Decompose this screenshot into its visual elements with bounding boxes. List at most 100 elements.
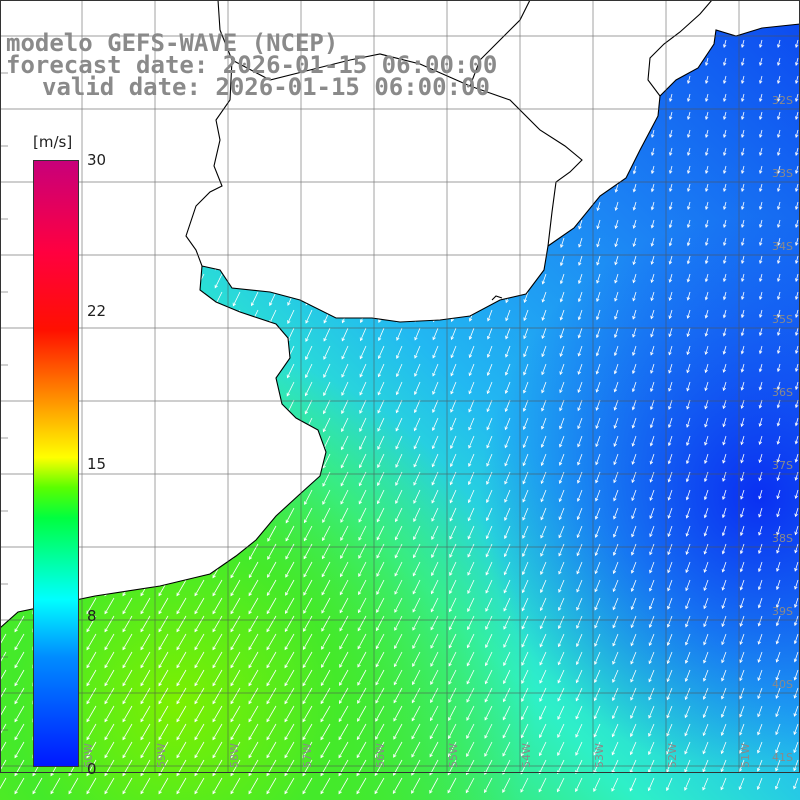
wind-arrow [559, 399, 565, 412]
wind-arrow [739, 651, 745, 664]
wind-arrow [666, 669, 673, 683]
wind-arrow [614, 255, 619, 266]
wind-arrow [721, 525, 727, 537]
wind-arrow [540, 579, 547, 594]
wind-arrow [721, 615, 727, 628]
wind-arrow [306, 219, 313, 234]
wind-arrow [158, 417, 169, 435]
wind-arrow [721, 579, 727, 591]
wind-arrow [376, 489, 385, 505]
wind-arrow [288, 183, 295, 198]
wind-arrow [88, 129, 97, 145]
wind-arrow [557, 705, 565, 720]
wind-arrow [50, 777, 61, 795]
wind-arrow [504, 507, 511, 521]
wind-arrow [704, 399, 709, 410]
lon-label: 53W [593, 743, 606, 768]
wind-arrow [177, 345, 187, 362]
wind-arrow [523, 255, 529, 267]
wind-arrow [738, 777, 745, 791]
wind-arrow [123, 291, 133, 308]
wind-arrow [450, 363, 457, 377]
wind-arrow [376, 543, 385, 559]
wind-arrow [669, 39, 673, 49]
wind-arrow [484, 705, 493, 721]
wind-arrow [759, 111, 763, 121]
wind-arrow [179, 165, 187, 181]
wind-arrow [687, 129, 691, 139]
wind-arrow [251, 147, 259, 162]
wind-arrow [395, 399, 403, 414]
wind-arrow [122, 435, 133, 453]
wind-arrow [449, 489, 457, 504]
wind-arrow [722, 453, 727, 464]
wind-arrow [739, 705, 745, 718]
wind-arrow [793, 741, 799, 754]
wind-arrow [504, 435, 511, 449]
wind-arrow [702, 741, 709, 755]
wind-arrow [593, 777, 601, 792]
wind-arrow [614, 273, 619, 284]
wind-arrow [739, 597, 745, 609]
wind-arrow [539, 669, 547, 684]
wind-arrow [376, 507, 385, 523]
wind-arrow [631, 525, 637, 538]
wind-arrow [376, 615, 385, 632]
wind-arrow [667, 561, 673, 574]
wind-arrow [158, 453, 169, 471]
lon-label: 57W [301, 743, 314, 768]
wind-arrow [521, 651, 529, 666]
wind-arrow [415, 39, 421, 51]
wind-arrow [684, 741, 691, 755]
wind-arrow [413, 507, 421, 523]
wind-arrow [650, 309, 655, 320]
wind-arrow [359, 363, 367, 378]
wind-arrow [522, 507, 529, 521]
wind-arrow [648, 669, 655, 683]
wind-arrow [195, 417, 205, 434]
wind-arrow [342, 129, 349, 142]
wind-arrow [596, 237, 601, 248]
wind-arrow [285, 561, 295, 578]
wind-arrow [178, 219, 187, 235]
wind-arrow [86, 687, 97, 705]
wind-arrow [124, 129, 133, 145]
wind-arrow [448, 687, 457, 703]
wind-arrow [795, 75, 799, 85]
wind-arrow [414, 273, 421, 287]
wind-arrow [556, 777, 565, 793]
wind-arrow [705, 219, 709, 229]
wind-arrow [158, 651, 169, 669]
wind-arrow [777, 183, 781, 193]
map-title: modelo GEFS-WAVE (NCEP) [6, 29, 339, 57]
wind-arrow [378, 237, 385, 251]
wind-arrow [267, 561, 277, 578]
wind-arrow [666, 687, 673, 701]
wind-arrow [542, 111, 547, 122]
wind-arrow [651, 111, 655, 121]
lat-label: 37S [772, 459, 793, 472]
wind-arrow [522, 399, 529, 412]
wind-arrow [158, 489, 169, 507]
wind-arrow [612, 615, 619, 629]
wind-arrow [176, 669, 187, 687]
wind-arrow [320, 687, 331, 705]
wind-arrow [267, 453, 277, 470]
wind-arrow [504, 417, 511, 431]
wind-arrow [124, 183, 133, 199]
wind-arrow [596, 291, 601, 302]
wind-arrow [522, 435, 529, 449]
wind-arrow [668, 363, 673, 374]
wind-arrow [539, 633, 547, 648]
wind-arrow [614, 111, 619, 121]
wind-arrow [158, 723, 169, 741]
wind-arrow [392, 777, 403, 795]
wind-arrow [630, 597, 637, 611]
wind-arrow [14, 543, 25, 561]
wind-arrow [704, 345, 709, 355]
wind-arrow [720, 777, 727, 791]
wind-arrow [433, 237, 439, 250]
wind-arrow [0, 777, 7, 794]
wind-arrow [452, 39, 457, 50]
wind-arrow [614, 165, 619, 175]
